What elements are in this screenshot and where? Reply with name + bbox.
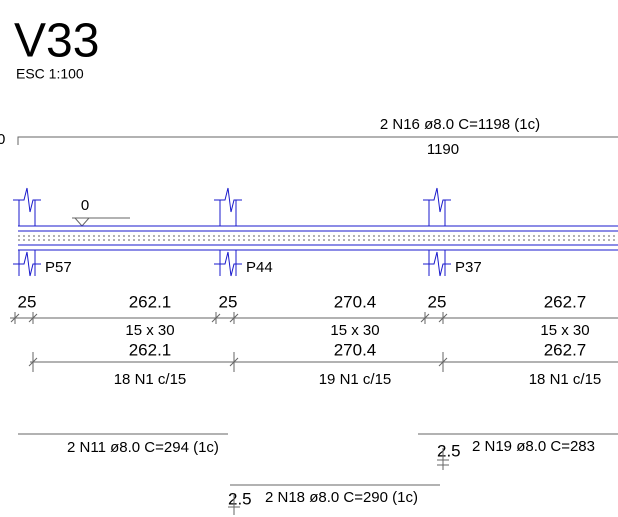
clear-span: 262.1 <box>129 340 172 359</box>
column-label: P57 <box>45 259 72 276</box>
column <box>219 200 237 276</box>
offset-ticks <box>228 448 449 515</box>
top-level: 0 <box>0 131 5 148</box>
top-bar-length: 1190 <box>427 141 459 158</box>
break-symbol <box>423 187 451 277</box>
support-width: 25 <box>428 292 447 311</box>
level-symbol <box>72 217 130 227</box>
section: 15 x 30 <box>125 322 174 339</box>
column <box>428 200 446 276</box>
break-symbol <box>214 187 242 277</box>
bottom-bar-label: 2 N19 ø8.0 C=283 <box>472 438 595 455</box>
support-width: 25 <box>18 292 37 311</box>
span-length: 262.1 <box>129 292 172 311</box>
scale: ESC 1:100 <box>16 66 84 82</box>
dimension-ticks <box>211 312 239 372</box>
dimension-ticks <box>10 312 38 372</box>
span-length: 262.7 <box>544 292 587 311</box>
bottom-bar-label: 2 N18 ø8.0 C=290 (1c) <box>265 489 418 506</box>
beam-hidden <box>18 235 618 241</box>
bottom-bar-lines <box>18 433 618 486</box>
stirrups: 19 N1 c/15 <box>319 371 392 388</box>
dimension-ticks <box>420 312 448 372</box>
break-symbol <box>13 187 41 277</box>
column <box>18 200 36 276</box>
clear-span: 270.4 <box>334 340 377 359</box>
beam <box>18 225 618 251</box>
section: 15 x 30 <box>330 322 379 339</box>
title: V33 <box>14 15 99 68</box>
bottom-bar-offset: 2.5 <box>437 441 461 460</box>
column-label: P44 <box>246 259 273 276</box>
support-width: 25 <box>219 292 238 311</box>
stirrups: 18 N1 c/15 <box>114 371 187 388</box>
top-bar-line <box>17 136 618 145</box>
dimension-lines <box>10 317 618 363</box>
bottom-bar-offset: 2.5 <box>228 489 252 508</box>
bottom-bar-label: 2 N11 ø8.0 C=294 (1c) <box>67 439 219 456</box>
column-label: P37 <box>455 259 482 276</box>
stirrups: 18 N1 c/15 <box>529 371 602 388</box>
clear-span: 262.7 <box>544 340 587 359</box>
section: 15 x 30 <box>540 322 589 339</box>
top-bar-label: 2 N16 ø8.0 C=1198 (1c) <box>380 116 540 133</box>
span-length: 270.4 <box>334 292 377 311</box>
level-mark: 0 <box>81 197 89 214</box>
